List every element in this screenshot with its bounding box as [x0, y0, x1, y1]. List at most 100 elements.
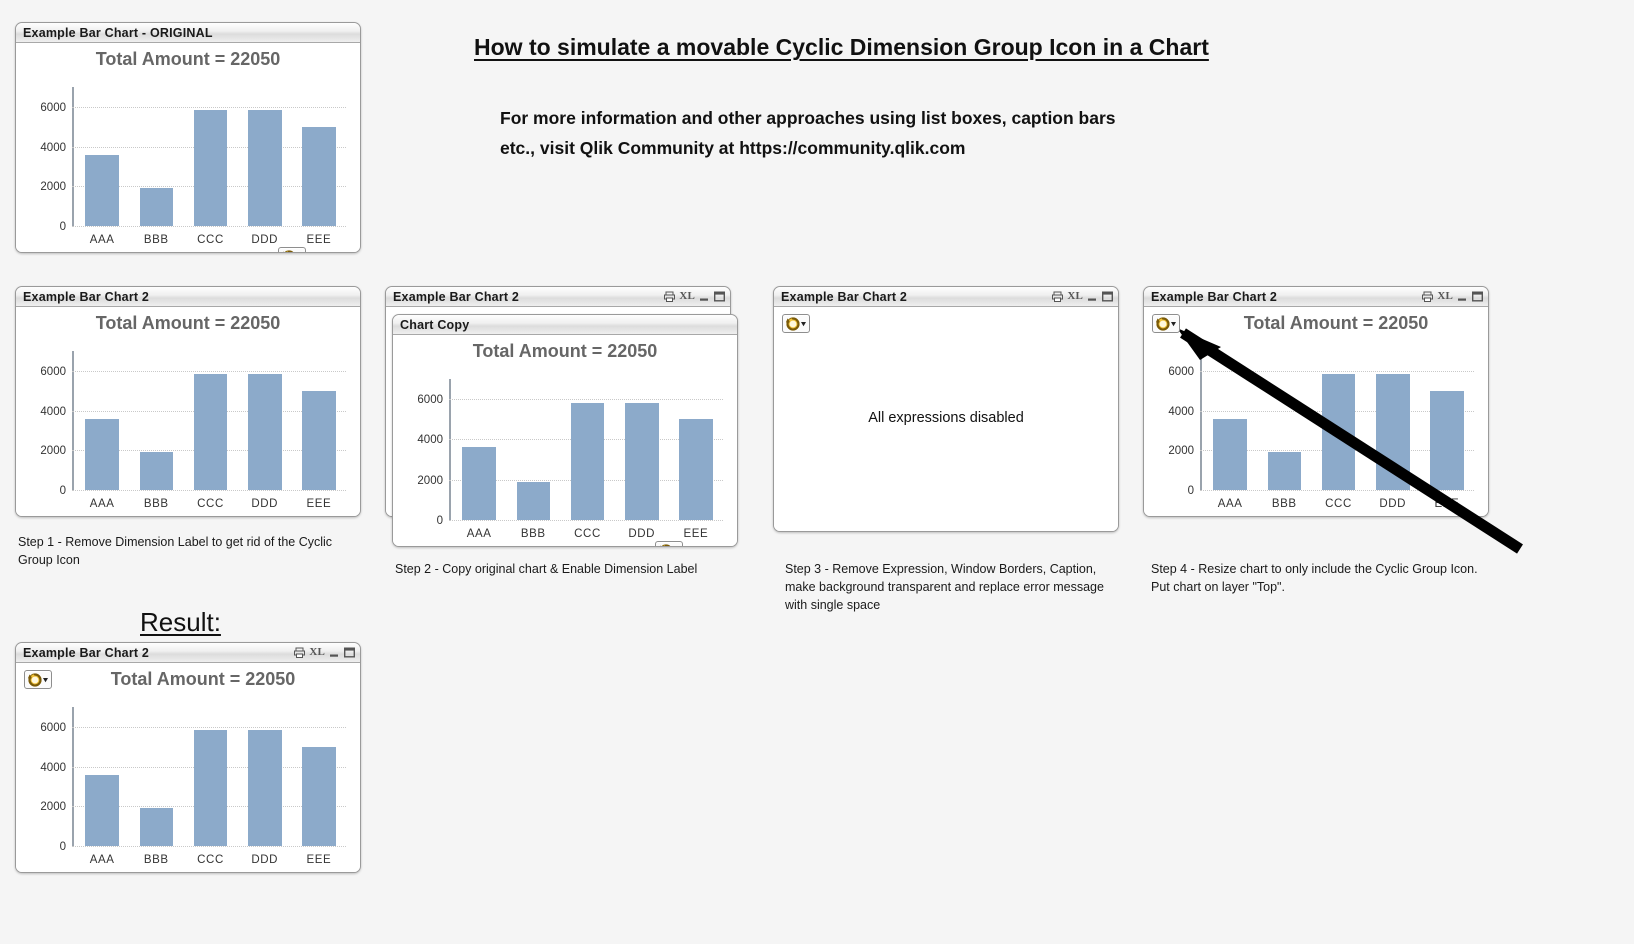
- maximize-icon[interactable]: [1472, 291, 1483, 302]
- chart-body: Total Amount = 22050 0 2000 4000 6000: [16, 663, 360, 872]
- cyclic-group-icon-wrapper[interactable]: [24, 670, 52, 692]
- window-caption-bar[interactable]: Chart Copy: [393, 315, 737, 335]
- bar-cell[interactable]: [506, 379, 560, 520]
- chart-window-step3[interactable]: Example Bar Chart 2 XL: [773, 286, 1119, 532]
- y-tick: 6000: [1168, 365, 1194, 378]
- plot-inner: 0 2000 4000 6000: [1168, 351, 1474, 497]
- x-tick-label: BBB: [143, 498, 169, 510]
- bar-cell[interactable]: [1311, 351, 1365, 490]
- bar-cell[interactable]: [238, 87, 292, 226]
- bar-cell[interactable]: [1203, 351, 1257, 490]
- bar-cell[interactable]: [452, 379, 506, 520]
- bar-cell[interactable]: [1257, 351, 1311, 490]
- y-tick: 2000: [40, 801, 66, 814]
- chart-window-result[interactable]: Example Bar Chart 2 XL: [15, 642, 361, 873]
- x-tick-label: BBB: [143, 854, 169, 866]
- minimize-icon[interactable]: [1457, 291, 1468, 302]
- x-tick-label: CCC: [1325, 498, 1352, 510]
- chart-title: Total Amount = 22050: [1243, 313, 1429, 333]
- x-tick-label: CCC: [197, 498, 224, 510]
- cyclic-group-icon-wrapper[interactable]: [1152, 314, 1180, 336]
- bar-cell[interactable]: [292, 707, 346, 846]
- minimize-icon[interactable]: [1087, 291, 1098, 302]
- bar-cell[interactable]: [1420, 351, 1474, 490]
- print-icon[interactable]: [294, 647, 306, 658]
- y-axis-line: [72, 707, 74, 846]
- x-tick-label: AAA: [1217, 498, 1243, 510]
- x-tick-label: EEE: [306, 854, 332, 866]
- cyclic-group-icon[interactable]: [782, 314, 810, 333]
- chart-window-original[interactable]: Example Bar Chart - ORIGINAL Total Amoun…: [15, 22, 361, 253]
- x-axis-labels: AAA BBB CCC DDD EEE: [75, 854, 346, 866]
- bar-cell[interactable]: [238, 707, 292, 846]
- caption-icon-group[interactable]: XL: [294, 647, 355, 658]
- bar-cell[interactable]: [129, 707, 183, 846]
- bar-cell[interactable]: [1366, 351, 1420, 490]
- bar-cell[interactable]: [560, 379, 614, 520]
- plot-area: 0 2000 4000 6000 AAA BBB CCC: [16, 343, 360, 516]
- print-icon[interactable]: [1422, 291, 1434, 302]
- y-tick: 4000: [40, 405, 66, 418]
- maximize-icon[interactable]: [714, 291, 725, 302]
- window-caption-bar[interactable]: Example Bar Chart - ORIGINAL: [16, 23, 360, 43]
- plot-inner: 0 2000 4000 6000: [40, 87, 346, 233]
- window-caption-bar[interactable]: Example Bar Chart 2 XL: [386, 287, 730, 307]
- maximize-icon[interactable]: [1102, 291, 1113, 302]
- bar-cell[interactable]: [292, 87, 346, 226]
- cyclic-group-icon[interactable]: [654, 541, 683, 546]
- bar-cell[interactable]: [183, 87, 237, 226]
- minimize-icon[interactable]: [699, 291, 710, 302]
- y-tick: 0: [59, 841, 66, 853]
- empty-chart-message: All expressions disabled: [868, 410, 1024, 427]
- x-tick-label: BBB: [143, 234, 169, 246]
- excel-export-icon[interactable]: XL: [309, 646, 325, 658]
- excel-export-icon[interactable]: XL: [679, 290, 695, 302]
- caption-icon-group[interactable]: XL: [1422, 291, 1483, 302]
- bar-cell[interactable]: [75, 351, 129, 490]
- cyclic-group-icon[interactable]: [1152, 314, 1180, 333]
- chart-window-step1[interactable]: Example Bar Chart 2 Total Amount = 22050…: [15, 286, 361, 517]
- chart-body: Total Amount = 22050 0 2000 4000 6000: [16, 43, 360, 252]
- bar-cell[interactable]: [292, 351, 346, 490]
- y-tick: 6000: [40, 721, 66, 734]
- caption-icon-group[interactable]: XL: [1052, 291, 1113, 302]
- print-icon[interactable]: [1052, 291, 1064, 302]
- bar-cell[interactable]: [238, 351, 292, 490]
- bar-series: [75, 87, 346, 226]
- bar-cell[interactable]: [183, 707, 237, 846]
- window-caption-bar[interactable]: Example Bar Chart 2 XL: [1144, 287, 1488, 307]
- plot-inner: 0 2000 4000 6000: [40, 351, 346, 497]
- excel-export-icon[interactable]: XL: [1437, 290, 1453, 302]
- dimension-label-group[interactable]: Product: [277, 247, 352, 252]
- x-tick-label: CCC: [197, 854, 224, 866]
- window-caption-bar[interactable]: Example Bar Chart 2: [16, 287, 360, 307]
- cyclic-group-icon[interactable]: [24, 670, 52, 689]
- bar-series: [75, 707, 346, 846]
- bar-cell[interactable]: [669, 379, 723, 520]
- dimension-label-group[interactable]: Product: [654, 541, 729, 547]
- bar-cell[interactable]: [615, 379, 669, 520]
- chart-window-step4[interactable]: Example Bar Chart 2 XL: [1143, 286, 1489, 517]
- bar-cell[interactable]: [183, 351, 237, 490]
- bar-cell[interactable]: [129, 87, 183, 226]
- y-tick: 2000: [1168, 445, 1194, 458]
- x-axis-labels: AAA BBB CCC DDD EEE: [452, 528, 723, 540]
- cyclic-group-icon[interactable]: [277, 247, 306, 252]
- x-tick-label: EEE: [306, 498, 332, 510]
- maximize-icon[interactable]: [344, 647, 355, 658]
- plot-inner: 0 2000 4000 6000: [40, 707, 346, 853]
- minimize-icon[interactable]: [329, 647, 340, 658]
- cyclic-group-icon-wrapper[interactable]: [782, 314, 810, 336]
- print-icon[interactable]: [664, 291, 676, 302]
- caption-icon-group[interactable]: XL: [664, 291, 725, 302]
- bar-series: [452, 379, 723, 520]
- window-caption-bar[interactable]: Example Bar Chart 2 XL: [774, 287, 1118, 307]
- dimension-label: Product: [688, 544, 729, 547]
- chart-window-chart-copy[interactable]: Chart Copy Total Amount = 22050 0 2000 4…: [392, 314, 738, 547]
- chart-body: Total Amount = 22050 0 2000 4000 6000: [16, 307, 360, 516]
- bar-cell[interactable]: [75, 87, 129, 226]
- bar-cell[interactable]: [75, 707, 129, 846]
- bar-cell[interactable]: [129, 351, 183, 490]
- window-caption-bar[interactable]: Example Bar Chart 2 XL: [16, 643, 360, 663]
- excel-export-icon[interactable]: XL: [1067, 290, 1083, 302]
